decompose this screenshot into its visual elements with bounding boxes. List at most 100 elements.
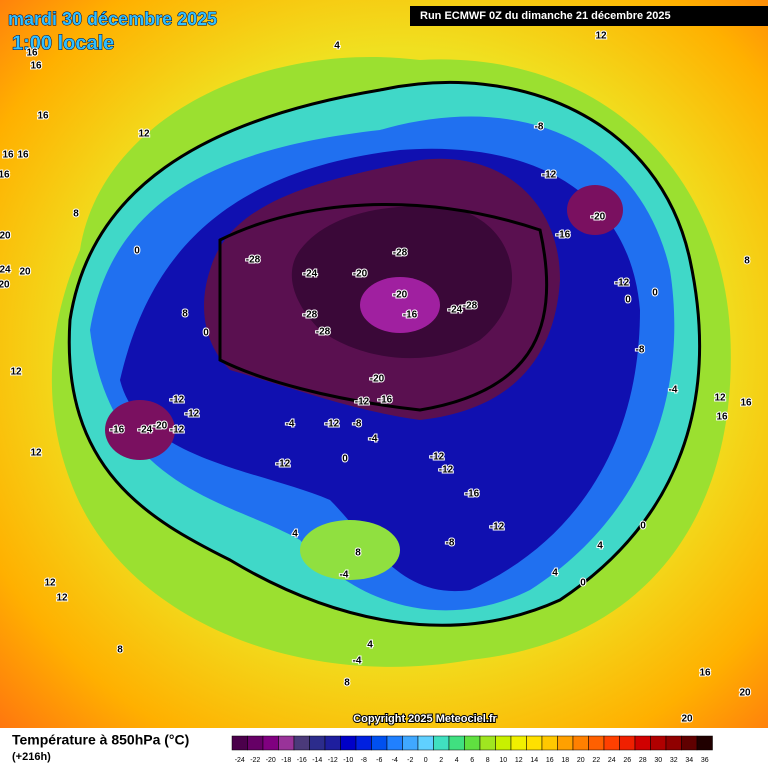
contour-label: 20	[681, 714, 693, 725]
contour-label: -12	[185, 409, 200, 420]
colorbar-label: 32	[670, 757, 678, 764]
contour-label: 4	[367, 640, 373, 651]
contour-label: 4	[552, 568, 558, 579]
colorbar-label: 30	[654, 757, 662, 764]
colorbar-swatch	[433, 735, 450, 751]
contour-label: -24	[138, 425, 153, 436]
colorbar-swatch	[402, 735, 419, 751]
colorbar-label: -10	[343, 757, 353, 764]
contour-label: 0	[580, 578, 586, 589]
colorbar-label: 22	[592, 757, 600, 764]
colorbar-label: -2	[407, 757, 413, 764]
contour-label: -4	[340, 570, 349, 581]
colorbar-swatch	[448, 735, 465, 751]
contour-label: -28	[463, 301, 478, 312]
colorbar-swatch	[665, 735, 682, 751]
contour-label: 4	[597, 541, 603, 552]
contour-label: -28	[393, 248, 408, 259]
contour-label: -12	[170, 395, 185, 406]
contour-label: 4	[292, 529, 298, 540]
legend-subtitle: (+216h)	[12, 751, 51, 763]
colorbar-label: 14	[530, 757, 538, 764]
colorbar-swatch	[231, 735, 248, 751]
colorbar-label: 20	[577, 757, 585, 764]
contour-label: 12	[714, 393, 726, 404]
contour-label: -16	[378, 395, 393, 406]
colorbar-swatch	[557, 735, 574, 751]
colorbar-swatch	[696, 735, 713, 751]
colorbar-swatch	[417, 735, 434, 751]
contour-label: 24	[0, 265, 11, 276]
colorbar-label: -16	[297, 757, 307, 764]
colorbar-label: 36	[701, 757, 709, 764]
contour-label: -4	[369, 434, 378, 445]
contour-label: 0	[640, 521, 646, 532]
contour-label: 12	[138, 129, 150, 140]
contour-label: 0	[342, 454, 348, 465]
colorbar-label: -8	[361, 757, 367, 764]
contour-label: 8	[73, 209, 79, 220]
contour-label: 8	[117, 645, 123, 656]
colorbar-label: 2	[439, 757, 443, 764]
contour-label: 16	[716, 412, 728, 423]
contour-label: 16	[740, 398, 752, 409]
contour-label: 16	[37, 111, 49, 122]
contour-label: 0	[203, 328, 209, 339]
contour-label: -20	[353, 269, 368, 280]
contour-label: 12	[30, 448, 42, 459]
contour-label: -12	[276, 459, 291, 470]
contour-label: -20	[370, 374, 385, 385]
contour-label: 8	[182, 309, 188, 320]
colorbar-swatch	[247, 735, 264, 751]
contour-label: -28	[246, 255, 261, 266]
colorbar-swatch	[309, 735, 326, 751]
contour-label: -24	[303, 269, 318, 280]
copyright: Copyright 2025 Meteociel.fr	[353, 713, 497, 725]
colorbar-swatch	[464, 735, 481, 751]
contour-label: -8	[353, 419, 362, 430]
colorbar-label: -20	[266, 757, 276, 764]
colorbar-label: 12	[515, 757, 523, 764]
colorbar-label: -12	[328, 757, 338, 764]
colorbar-label: 34	[685, 757, 693, 764]
contour-label: -20	[591, 212, 606, 223]
colorbar-swatch	[588, 735, 605, 751]
contour-label: -28	[316, 327, 331, 338]
contour-label: -4	[286, 419, 295, 430]
colorbar-label: -22	[250, 757, 260, 764]
contour-label: 8	[355, 548, 361, 559]
contour-label: 0	[134, 246, 140, 257]
contour-label: -12	[615, 278, 630, 289]
colorbar-label: 8	[486, 757, 490, 764]
contour-label: -12	[439, 465, 454, 476]
colorbar-label: 10	[499, 757, 507, 764]
contour-label: -16	[556, 230, 571, 241]
colorbar-swatch	[619, 735, 636, 751]
colorbar-swatch	[510, 735, 527, 751]
contour-label: 12	[595, 31, 607, 42]
contour-label: -12	[170, 425, 185, 436]
colorbar-swatch	[650, 735, 667, 751]
contour-label: -12	[355, 397, 370, 408]
colorbar-label: 16	[546, 757, 554, 764]
contour-label: -4	[669, 385, 678, 396]
contour-label: 12	[44, 578, 56, 589]
contour-label: -16	[465, 489, 480, 500]
colorbar-label: 4	[455, 757, 459, 764]
colorbar-label: -14	[312, 757, 322, 764]
contour-label: -16	[403, 310, 418, 321]
contour-label: -12	[490, 522, 505, 533]
colorbar-swatch	[293, 735, 310, 751]
colorbar-swatch	[603, 735, 620, 751]
colorbar-swatch	[278, 735, 295, 751]
contour-label: 20	[0, 280, 10, 291]
contour-label: 16	[0, 170, 10, 181]
colorbar-label: 0	[424, 757, 428, 764]
contour-label: -24	[448, 305, 463, 316]
colorbar-swatch	[479, 735, 496, 751]
contour-label: 16	[17, 150, 29, 161]
contour-label: -8	[446, 538, 455, 549]
colorbar-swatch	[262, 735, 279, 751]
colorbar-label: -6	[376, 757, 382, 764]
